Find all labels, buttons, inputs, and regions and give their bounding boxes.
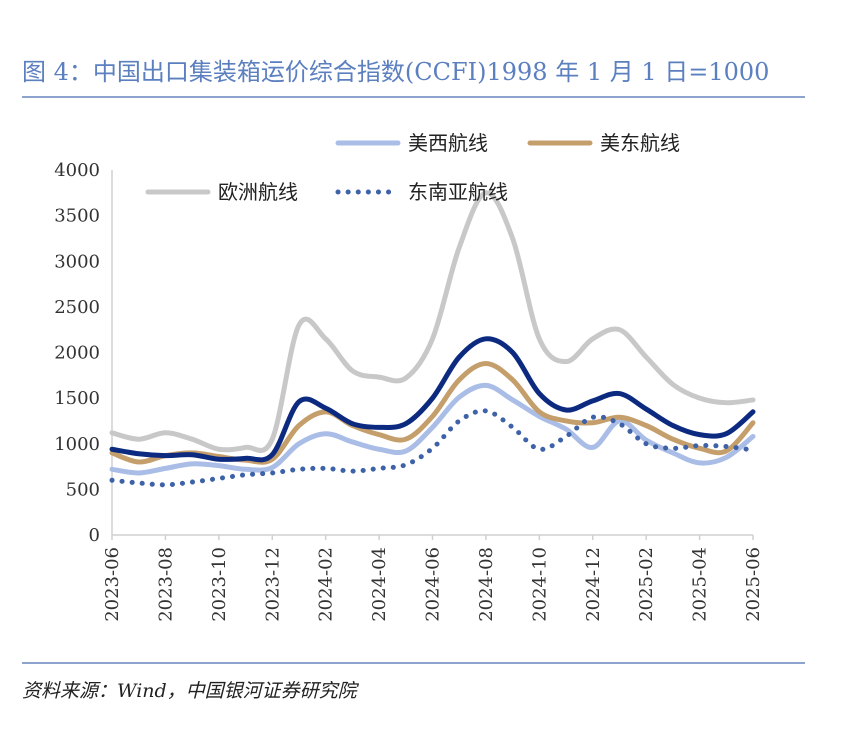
x-tick-label: 2024-10: [529, 547, 550, 622]
legend-label-2: 美东航线: [600, 131, 680, 155]
x-tick-label: 2023-10: [209, 547, 230, 622]
series-line-2: [109, 360, 756, 465]
chart-series: [109, 190, 756, 488]
source-note: 资料来源：Wind，中国银河证券研究院: [22, 680, 357, 702]
series-line-3: [109, 190, 756, 453]
legend-label-1: 美西航线: [408, 131, 488, 155]
x-tick-label: 2025-04: [690, 547, 711, 622]
y-tick-label: 1000: [54, 434, 100, 455]
series-line-4: [109, 408, 756, 488]
y-tick-label: 3500: [54, 206, 100, 227]
y-tick-label: 2000: [54, 343, 100, 364]
x-tick-label: 2023-08: [155, 547, 176, 622]
y-tick-label: 500: [66, 479, 100, 500]
x-tick-label: 2024-12: [583, 547, 604, 622]
legend-label-3: 欧洲航线: [218, 180, 298, 204]
y-tick-label: 4000: [54, 160, 100, 181]
figure-title: 图 4：中国出口集装箱运价综合指数(CCFI)1998 年 1 月 1 日=10…: [22, 58, 770, 86]
x-tick-label: 2025-02: [636, 547, 657, 622]
series-line-0: [109, 336, 756, 463]
x-tick-label: 2024-02: [316, 547, 337, 622]
x-tick-label: 2024-04: [369, 547, 390, 622]
y-tick-label: 1500: [54, 388, 100, 409]
x-tick-label: 2024-08: [476, 547, 497, 622]
x-tick-label: 2023-12: [262, 547, 283, 622]
y-tick-label: 0: [89, 525, 100, 546]
chart-axes: 0 500 1000 1500 2000 2500 3000 3500 4000 2023-06 2…: [54, 160, 764, 622]
x-tick-label: 2025-06: [743, 547, 764, 622]
series-line-1: [109, 382, 756, 476]
y-tick-label: 2500: [54, 297, 100, 318]
x-tick-label: 2023-06: [102, 547, 123, 622]
legend-label-4: 东南亚航线: [408, 180, 508, 204]
x-tick-label: 2024-06: [423, 547, 444, 622]
source-rule: [22, 662, 805, 664]
y-tick-label: 3000: [54, 251, 100, 272]
title-rule: [22, 96, 805, 98]
